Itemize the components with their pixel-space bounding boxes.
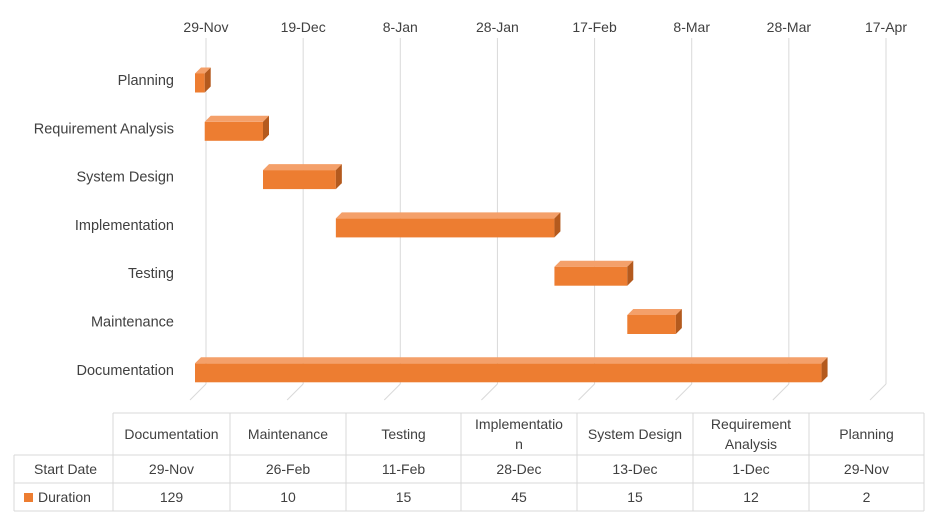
gridline-floor — [383, 383, 401, 401]
table-header-cell: Testing — [381, 426, 425, 442]
table-header-cell: n — [515, 436, 523, 452]
table-value-cell: 11-Feb — [382, 461, 426, 477]
category-label: Implementation — [75, 218, 174, 234]
table-value-cell: 28-Dec — [496, 461, 541, 477]
table-value-cell: 10 — [280, 489, 296, 505]
bars — [195, 67, 828, 383]
x-tick-label: 17-Apr — [865, 19, 907, 35]
gridline-floor — [869, 383, 887, 401]
gridlines — [189, 38, 887, 401]
table-value-cell: 2 — [863, 489, 871, 505]
table-value-cell: 13-Dec — [612, 461, 657, 477]
duration-bar-top — [627, 309, 682, 315]
duration-bar-top — [263, 164, 342, 171]
x-tick-label: 29-Nov — [183, 19, 228, 35]
duration-bar-top — [554, 260, 634, 267]
x-axis-tick-labels: 29-Nov 19-Dec 8-Jan 28-Jan 17-Feb 8-Mar 28-Mar… — [183, 19, 907, 35]
duration-bar-side — [554, 212, 561, 238]
series-name: Duration — [38, 489, 91, 505]
table-header-cell: Maintenance — [248, 426, 328, 442]
x-tick-label: 17-Feb — [572, 19, 617, 35]
table-value-cell: 26-Feb — [266, 461, 311, 477]
duration-bar-side — [204, 67, 211, 93]
x-tick-label: 19-Dec — [281, 19, 326, 35]
gridline-floor — [189, 383, 207, 401]
duration-bar — [263, 170, 336, 190]
category-label: System Design — [76, 170, 174, 186]
gridline-floor — [675, 383, 693, 401]
x-tick-label: 28-Mar — [767, 19, 812, 35]
category-label: Planning — [118, 73, 174, 89]
table-value-cell: 1-Dec — [732, 461, 769, 477]
table-value-cell: 29-Nov — [149, 461, 194, 477]
series-name: Start Date — [34, 461, 97, 477]
table-header-cell: Analysis — [725, 436, 777, 452]
category-label: Requirement Analysis — [34, 121, 174, 137]
table-header-cell: Planning — [839, 426, 894, 442]
category-label: Documentation — [76, 363, 174, 379]
table-header-cell: Requirement — [711, 416, 791, 432]
duration-bar-side — [821, 357, 828, 383]
table-value-cell: 129 — [160, 489, 184, 505]
y-axis-category-labels: Planning Requirement Analysis System Desig… — [34, 73, 174, 379]
table-header-cell: System Design — [588, 426, 682, 442]
category-label: Testing — [128, 266, 174, 282]
duration-bar — [195, 73, 205, 93]
duration-bar-top — [195, 67, 211, 74]
duration-bar — [335, 218, 555, 238]
data-table: Documentation Maintenance Testing Implement… — [13, 412, 925, 512]
table-value-cell: 15 — [396, 489, 412, 505]
x-tick-label: 28-Jan — [476, 19, 519, 35]
duration-bar — [627, 315, 676, 334]
x-tick-label: 8-Jan — [383, 19, 418, 35]
duration-bar-side — [627, 260, 634, 286]
duration-bar-side — [335, 164, 342, 190]
legend-swatch — [24, 493, 33, 502]
duration-bar-side — [675, 309, 682, 334]
duration-bar — [195, 363, 822, 383]
duration-bar-side — [263, 115, 269, 141]
table-header-cell: Documentation — [124, 426, 218, 442]
category-label: Maintenance — [91, 315, 174, 331]
table-value-cell: 15 — [627, 489, 643, 505]
gridline-floor — [772, 383, 790, 401]
duration-bar — [554, 266, 628, 286]
table-value-cell: 45 — [511, 489, 527, 505]
gridline-floor — [578, 383, 595, 401]
duration-bar-top — [335, 212, 561, 219]
table-header-cell: Implementatio — [475, 416, 563, 432]
x-tick-label: 8-Mar — [673, 19, 710, 35]
duration-bar — [204, 121, 263, 141]
gridline-floor — [286, 383, 304, 401]
table-value-cell: 29-Nov — [844, 461, 889, 477]
duration-bar-top — [195, 357, 828, 364]
gridline-floor — [481, 383, 498, 401]
duration-bar-top — [204, 115, 269, 122]
table-value-cell: 12 — [743, 489, 759, 505]
